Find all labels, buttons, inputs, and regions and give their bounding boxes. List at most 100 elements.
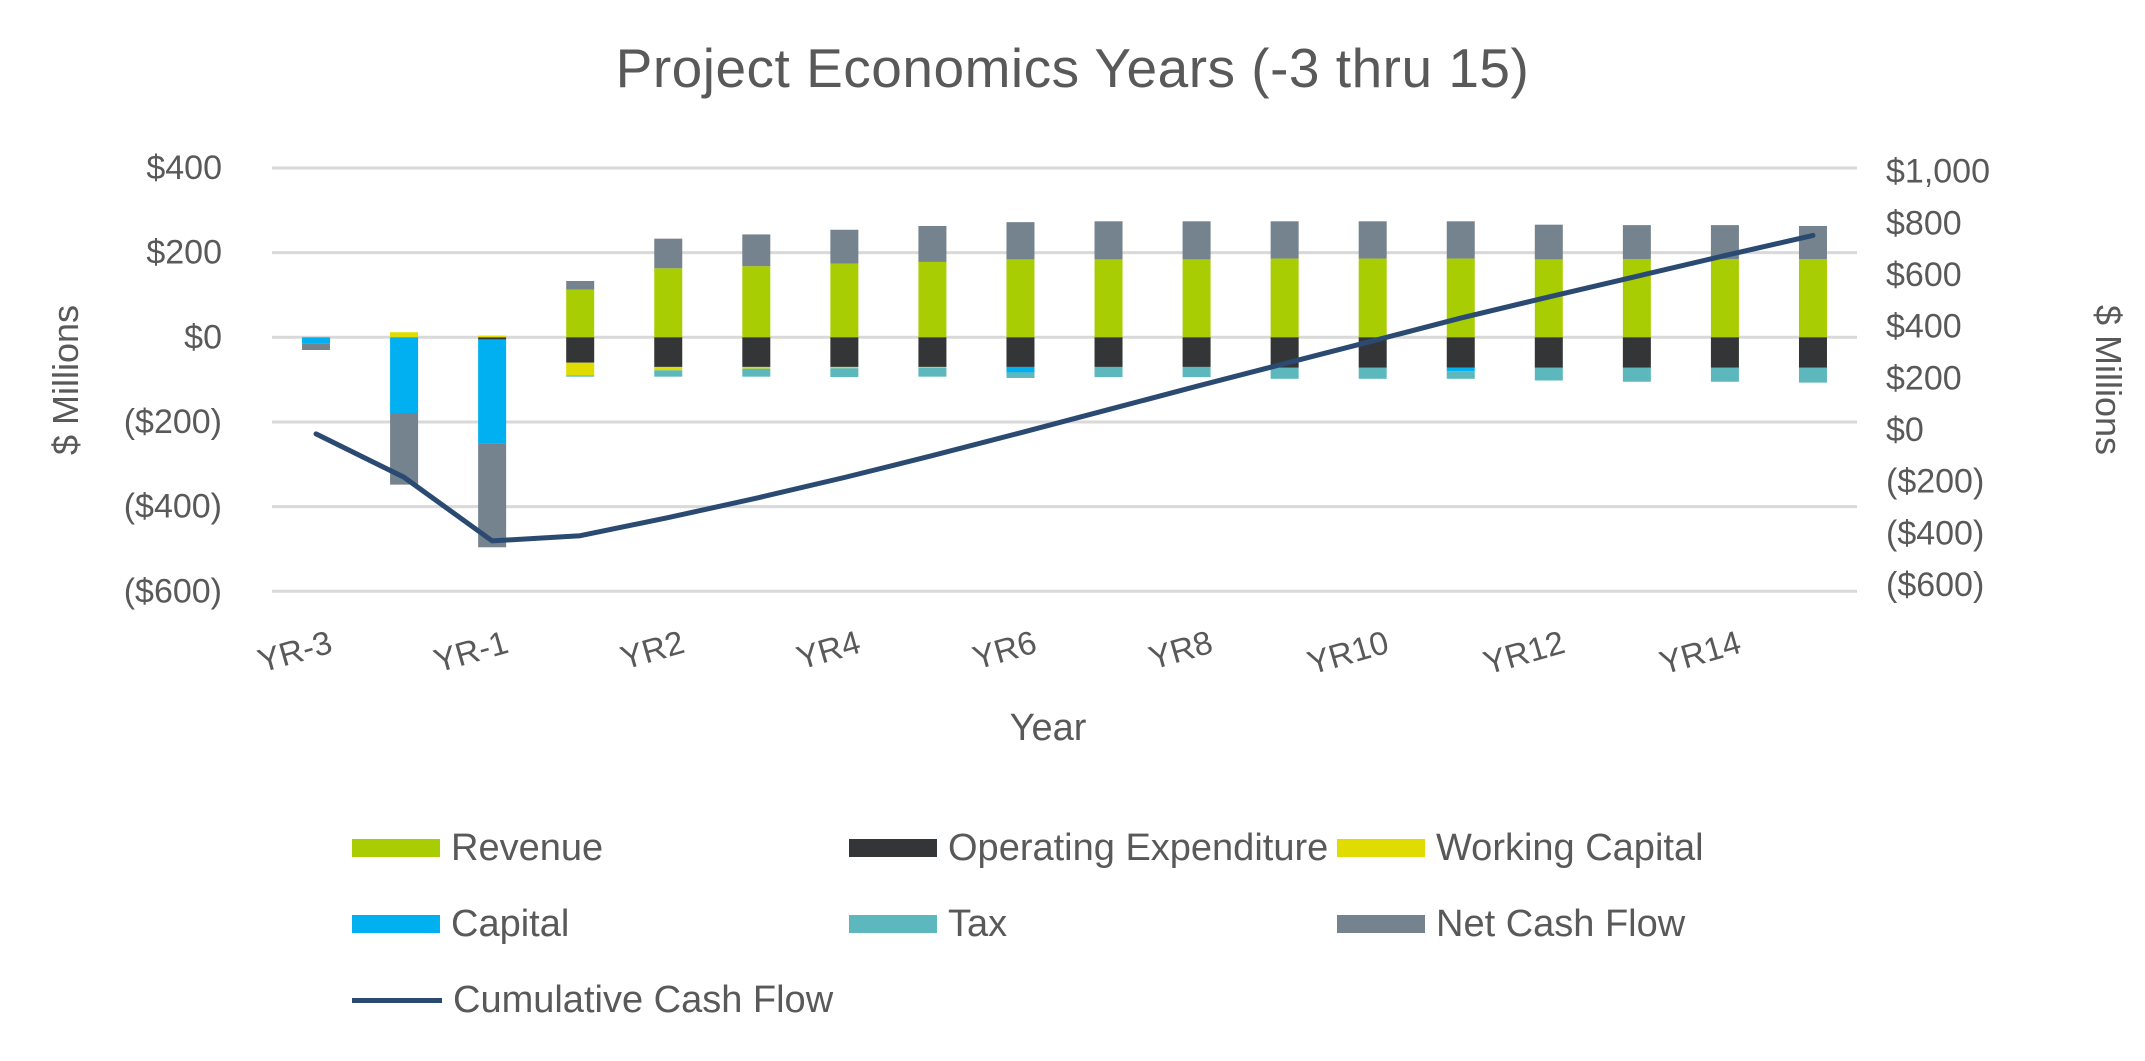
- bar-YR4-tax: [830, 368, 859, 378]
- legend-label: Operating Expenditure: [948, 826, 1329, 869]
- x-tick-label: YR4: [792, 623, 864, 676]
- bar-YR4-operating-expenditure: [830, 337, 859, 367]
- legend-label: Working Capital: [1436, 826, 1704, 869]
- legend-label: Revenue: [451, 826, 604, 869]
- bar-YR1-working-capital: [566, 362, 595, 376]
- bar-YR12-tax: [1534, 367, 1563, 381]
- bar-YR1-tax: [566, 375, 595, 377]
- x-tick-label: YR2: [616, 623, 688, 676]
- bar-YR8-tax: [1182, 366, 1211, 378]
- bar-YR11-revenue: [1446, 258, 1475, 338]
- bar-YR-1-net-cash-flow: [478, 443, 507, 548]
- y-left-tick-label: ($600): [124, 572, 222, 610]
- legend-swatch-net-cash-flow: [1337, 915, 1425, 933]
- bar-YR5-revenue: [918, 261, 947, 338]
- bar-YR5-operating-expenditure: [918, 337, 947, 367]
- bar-YR10-revenue: [1358, 258, 1387, 338]
- bar-YR-3-capital: [302, 337, 331, 344]
- legend-item-revenue: Revenue: [352, 824, 603, 872]
- legend-label: Tax: [948, 902, 1008, 945]
- bar-YR14-tax: [1710, 367, 1739, 382]
- x-tick-label: YR10: [1303, 623, 1393, 681]
- legend-item-cumulative-cash-flow: Cumulative Cash Flow: [352, 976, 833, 1024]
- gridlines: [272, 166, 1857, 593]
- bar-YR11-operating-expenditure: [1446, 337, 1475, 368]
- bar-YR7-tax: [1094, 366, 1123, 378]
- legend-swatch-cumulative-cash-flow: [352, 997, 442, 1003]
- y-right-tick-label: $1,000: [1886, 153, 1990, 191]
- chart-title: Project Economics Years (-3 thru 15): [615, 37, 1530, 99]
- bar-YR15-tax: [1798, 367, 1827, 383]
- bar-YR5-tax: [918, 367, 947, 377]
- bar-YR3-working-capital: [742, 366, 771, 369]
- cumulative-cash-flow-polyline: [313, 232, 1816, 544]
- bar-YR2-net-cash-flow: [654, 238, 683, 269]
- bar-YR11-tax: [1446, 371, 1475, 379]
- x-tick-label: YR14: [1655, 623, 1745, 681]
- bar-YR12-net-cash-flow: [1534, 224, 1563, 260]
- y-left-tick-label: $400: [146, 149, 222, 187]
- bar-YR10-net-cash-flow: [1358, 221, 1387, 259]
- bar-YR5-net-cash-flow: [918, 225, 947, 262]
- legend-swatch-revenue: [352, 839, 440, 857]
- y-right-tick-label: $200: [1886, 359, 1962, 397]
- y-left-tick-label: $0: [184, 318, 222, 356]
- y-right-tick-label: $400: [1886, 308, 1962, 346]
- bar-YR6-revenue: [1006, 259, 1035, 338]
- bar-YR3-operating-expenditure: [742, 337, 771, 367]
- legend-swatch-operating-expenditure: [849, 839, 937, 857]
- bar-YR6-operating-expenditure: [1006, 337, 1035, 367]
- y-right-tick-labels: $1,000 $800 $600 $400 $200 $0 ($200) ($400) ($60…: [1886, 153, 1990, 604]
- bar-YR9-tax: [1270, 367, 1299, 379]
- bar-YR1-operating-expenditure: [566, 337, 595, 363]
- bar-YR7-operating-expenditure: [1094, 337, 1123, 367]
- bar-YR4-revenue: [830, 263, 859, 338]
- bar-YR11-capital: [1446, 367, 1475, 372]
- x-tick-label: YR8: [1145, 623, 1217, 676]
- legend-swatch-working-capital: [1337, 839, 1425, 857]
- legend-label: Net Cash Flow: [1436, 902, 1686, 945]
- y-right-tick-label: $0: [1886, 411, 1924, 449]
- bar-YR-1-working-capital: [478, 335, 507, 338]
- legend-item-working-capital: Working Capital: [1337, 824, 1704, 872]
- y-left-tick-label: ($400): [124, 488, 222, 526]
- x-tick-labels: YR-3 YR-1 YR2 YR4 YR6 YR8 YR10 YR12 YR14: [253, 623, 1744, 681]
- legend-swatch-capital: [352, 915, 440, 933]
- bar-YR2-tax: [654, 370, 683, 377]
- y-left-tick-label: $200: [146, 234, 222, 272]
- legend-item-operating-expenditure: Operating Expenditure: [849, 824, 1328, 872]
- y-right-tick-label: $800: [1886, 204, 1962, 242]
- bar-YR3-revenue: [742, 266, 771, 338]
- bar-series: [302, 221, 1827, 548]
- bar-YR-1-operating-expenditure: [478, 337, 507, 340]
- x-tick-label: YR12: [1479, 623, 1569, 681]
- bar-YR9-revenue: [1270, 258, 1299, 338]
- bar-YR1-revenue: [566, 289, 595, 338]
- legend-item-capital: Capital: [352, 900, 569, 948]
- bar-YR8-operating-expenditure: [1182, 337, 1211, 367]
- legend-swatch-tax: [849, 915, 937, 933]
- bar-YR-1-capital: [478, 339, 507, 444]
- bar-YR1-net-cash-flow: [566, 280, 595, 290]
- bar-YR6-capital: [1006, 366, 1035, 373]
- bar-YR14-revenue: [1710, 258, 1739, 338]
- bar-YR11-net-cash-flow: [1446, 221, 1475, 259]
- bar-YR2-operating-expenditure: [654, 337, 683, 367]
- legend-label: Capital: [451, 902, 570, 945]
- bar-YR4-working-capital: [830, 366, 859, 369]
- bar-YR15-operating-expenditure: [1798, 337, 1827, 368]
- y-left-tick-label: ($200): [124, 403, 222, 441]
- bar-YR2-working-capital: [654, 366, 683, 371]
- y-left-axis-title: $ Millions: [45, 305, 86, 455]
- bar-YR8-net-cash-flow: [1182, 221, 1211, 260]
- y-right-tick-label: ($600): [1886, 566, 1984, 604]
- bar-YR14-operating-expenditure: [1710, 337, 1739, 368]
- bar-YR4-net-cash-flow: [830, 229, 859, 264]
- bar-YR10-tax: [1358, 367, 1387, 379]
- bar-YR-3-net-cash-flow: [302, 343, 331, 351]
- y-right-tick-label: ($200): [1886, 463, 1984, 501]
- x-tick-label: YR-3: [253, 623, 335, 679]
- bar-YR3-tax: [742, 368, 771, 377]
- bar-YR3-net-cash-flow: [742, 234, 771, 267]
